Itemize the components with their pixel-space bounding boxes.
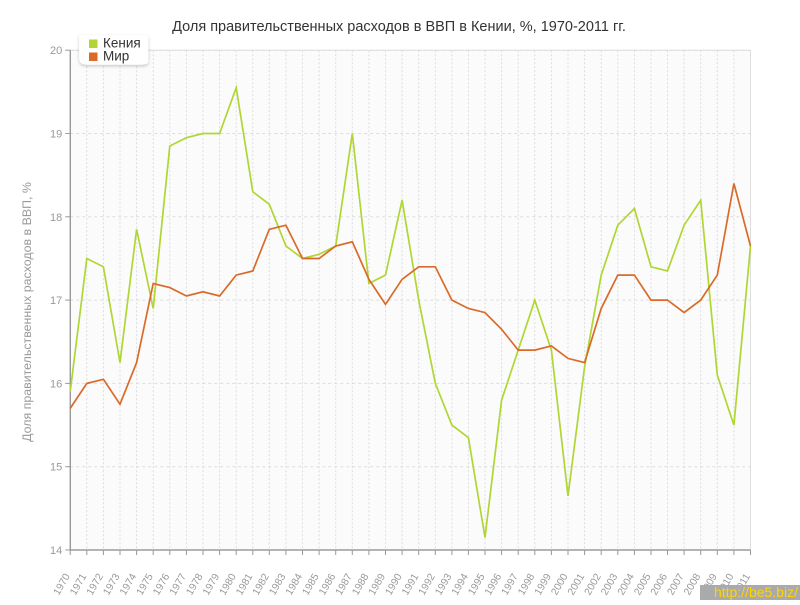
svg-text:19: 19	[50, 129, 62, 141]
svg-text:15: 15	[50, 462, 62, 474]
svg-text:17: 17	[50, 295, 62, 307]
svg-text:Доля правительственных расходо: Доля правительственных расходов в ВВП, %	[20, 182, 34, 442]
svg-text:Доля правительственных расходо: Доля правительственных расходов в ВВП в …	[172, 19, 626, 35]
svg-text:20: 20	[50, 45, 62, 57]
svg-text:Мир: Мир	[103, 49, 129, 64]
svg-text:18: 18	[50, 212, 62, 224]
svg-text:14: 14	[50, 545, 62, 557]
svg-text:16: 16	[50, 378, 62, 390]
svg-text:http://be5.biz/: http://be5.biz/	[714, 584, 798, 600]
